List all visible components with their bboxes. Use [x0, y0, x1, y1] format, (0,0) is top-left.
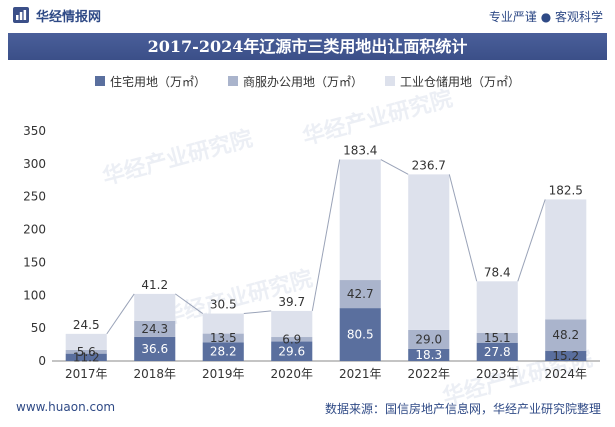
connector-line — [448, 174, 478, 282]
data-label: 42.7 — [347, 287, 374, 301]
data-label: 27.8 — [484, 345, 511, 359]
data-label: 183.4 — [343, 144, 377, 158]
data-label: 39.7 — [278, 295, 305, 309]
legend-swatch-residential — [94, 76, 105, 86]
chart-legend: 住宅用地（万㎡） 商服办公用地（万㎡） 工业仓储用地（万㎡） — [0, 70, 615, 92]
legend-swatch-industrial — [385, 76, 395, 86]
x-tick-label: 2020年 — [270, 367, 313, 381]
footer-website[interactable]: www.huaon.com — [16, 400, 116, 414]
y-tick-label: 300 — [23, 157, 46, 171]
chart-title: 2017-2024年辽源市三类用地出让面积统计 — [147, 37, 468, 56]
bar-segment — [408, 174, 450, 330]
bar-segment — [408, 329, 450, 349]
x-tick-label: 2022年 — [407, 367, 450, 381]
bar-segment — [271, 310, 313, 338]
bar-segment — [65, 333, 107, 350]
x-tick-label: 2024年 — [544, 367, 587, 381]
data-label: 24.5 — [73, 318, 100, 332]
connector-line — [106, 293, 135, 335]
connector-line — [243, 310, 272, 315]
data-label: 11.2 — [73, 350, 100, 364]
y-tick-label: 150 — [23, 255, 46, 269]
bar-segment — [202, 342, 244, 361]
data-label: 28.2 — [210, 345, 237, 359]
bar-segment — [271, 337, 313, 342]
y-tick-label: 100 — [23, 288, 46, 302]
top-bar: 华经情报网 专业严谨 ● 客观科学 — [0, 0, 615, 30]
data-label: 236.7 — [412, 158, 446, 172]
legend-item-industrial: 工业仓储用地（万㎡） — [385, 70, 520, 92]
bar-segment — [339, 280, 381, 309]
bar-segment — [545, 351, 587, 361]
slogan: 专业严谨 ● 客观科学 — [488, 10, 603, 24]
data-label: 29.0 — [415, 332, 442, 346]
bar-segment — [476, 332, 518, 343]
bar-segment — [65, 349, 107, 354]
bar-segment — [408, 348, 450, 361]
data-label: 80.5 — [347, 328, 374, 342]
data-label: 6.9 — [282, 332, 301, 346]
brand[interactable]: 华经情报网 — [12, 6, 102, 25]
footer: www.huaon.com 数据来源：国信房地产信息网，华经产业研究院整理 — [0, 390, 615, 427]
bar-segment — [476, 281, 518, 333]
data-label: 5.6 — [77, 345, 96, 359]
brand-name: 华经情报网 — [36, 9, 102, 25]
legend-label-industrial: 工业仓储用地（万㎡） — [400, 74, 521, 89]
x-tick-label: 2018年 — [133, 367, 176, 381]
x-tick-label: 2017年 — [65, 367, 108, 381]
bar-segment — [339, 159, 381, 281]
legend-label-residential: 住宅用地（万㎡） — [109, 74, 206, 89]
data-label: 182.5 — [549, 183, 583, 197]
y-tick-label: 50 — [31, 321, 46, 335]
bar-segment — [339, 308, 381, 361]
bar-segment — [134, 293, 176, 321]
connector-line — [311, 159, 341, 312]
data-label: 30.5 — [210, 298, 237, 312]
footer-source: 数据来源：国信房地产信息网，华经产业研究院整理 — [324, 402, 601, 416]
data-label: 15.1 — [484, 331, 511, 345]
y-tick-label: 350 — [23, 124, 46, 138]
data-label: 13.5 — [210, 331, 237, 345]
data-label: 15.2 — [552, 349, 579, 363]
data-label: 78.4 — [484, 265, 511, 279]
x-tick-label: 2019年 — [202, 367, 245, 381]
bar-segment — [65, 353, 107, 361]
bar-segment — [202, 313, 244, 334]
legend-item-commercial: 商服办公用地（万㎡） — [227, 70, 363, 92]
y-tick-label: 200 — [23, 223, 46, 237]
bar-segment — [545, 199, 587, 320]
y-tick-label: 0 — [38, 354, 46, 368]
legend-swatch-commercial — [227, 76, 238, 86]
bar-segment — [134, 320, 176, 337]
connector-line — [175, 293, 203, 314]
data-label: 36.6 — [141, 342, 168, 356]
data-label: 41.2 — [141, 278, 168, 292]
legend-label-commercial: 商服办公用地（万㎡） — [242, 74, 363, 89]
x-tick-label: 2023年 — [476, 367, 519, 381]
bar-segment — [271, 341, 313, 361]
y-tick-label: 250 — [23, 190, 46, 204]
x-tick-label: 2021年 — [339, 367, 382, 381]
bar-segment — [545, 319, 587, 352]
connector-line — [380, 159, 409, 175]
data-label: 48.2 — [552, 328, 579, 342]
bar-segment — [476, 342, 518, 361]
legend-item-residential: 住宅用地（万㎡） — [94, 70, 206, 92]
title-bar: 2017-2024年辽源市三类用地出让面积统计 — [8, 33, 607, 60]
data-label: 18.3 — [415, 348, 442, 362]
bar-segment — [202, 333, 244, 343]
data-label: 29.6 — [278, 344, 305, 358]
logo-icon — [13, 7, 29, 23]
connector-line — [517, 199, 546, 282]
data-label: 24.3 — [141, 322, 168, 336]
bar-segment — [134, 336, 176, 361]
